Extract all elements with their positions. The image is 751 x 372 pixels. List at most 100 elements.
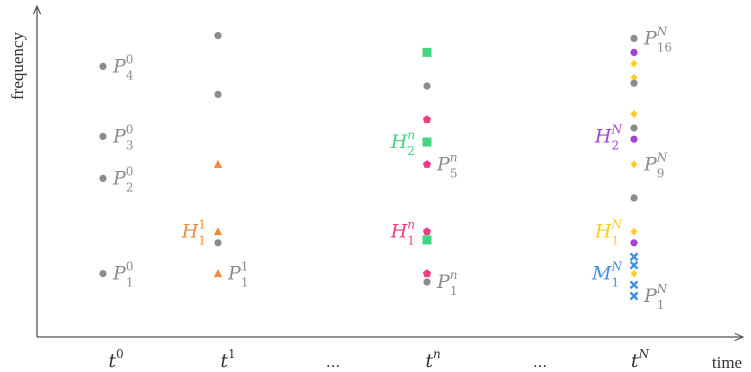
point-label: P0 1 [112,260,133,290]
y-axis-label: frequency [8,32,27,100]
circle-point-marker [423,82,431,90]
point-label-base: P [112,55,127,77]
circle-point-marker [630,124,638,132]
point-label: Pn 1 [436,268,458,298]
point-label-sup: 1 [241,260,249,274]
point-label-sub: 1 [241,276,249,290]
circle-point-marker [214,31,222,40]
point-label: PN 1 [643,282,668,312]
point-label-base: H [181,221,199,243]
point-label-sup: n [450,268,458,282]
point-label-base: P [643,285,658,307]
point-label-sub: 1 [198,234,206,248]
diamond-point-marker [630,73,638,82]
point-label-sup: N [656,282,668,296]
point-label-sub: 4 [126,68,134,82]
point-label-base: P [112,167,127,189]
point-label-sub: 3 [126,138,134,152]
x-axis-label: time [712,353,742,372]
point-label-base: H [390,221,408,243]
circle-point-marker [630,135,638,143]
point-label: HN 2 [594,122,623,152]
point-label-base: M [591,263,612,285]
circle-point-marker [630,194,638,202]
point-label: P0 3 [112,122,133,152]
square-point-marker [422,47,432,57]
axes: frequency time [8,7,742,372]
point-label-base: P [227,263,242,285]
x-tick-label: tN [631,347,650,372]
point-label-base: H [390,131,408,153]
x-tick-ellipsis: ... [326,353,340,371]
square-point-marker [422,235,432,245]
point-label-sup: n [407,128,415,142]
point-label-sup: n [450,150,458,164]
point-label-sup: N [611,122,623,136]
column-tn: Hn 2Pn 5Hn 1Pn 1 [390,47,458,298]
point-label-sub: 2 [612,138,620,152]
x-tick-sup: n [433,347,441,361]
point-label-sub: 1 [450,284,458,298]
x-tick-label: t1 [220,347,235,372]
diamond-point-marker [630,160,638,169]
point-label-base: P [112,125,127,147]
square-point-marker [422,137,432,147]
cross-point-marker [629,280,639,290]
point-label: P0 4 [112,52,134,82]
x-tick-labels: t0 t1... tn... tN [108,347,649,372]
x-tick-base: t [425,350,433,372]
point-label-base: P [436,153,451,175]
point-label-sub: 1 [612,276,620,290]
pentagon-point-marker [422,160,432,168]
point-label-sup: N [656,150,668,164]
circle-point-marker [99,62,107,70]
circle-point-marker [630,79,638,87]
x-tick-sup: 1 [228,347,236,361]
triangle-point-marker [213,269,223,278]
point-label-sup: N [611,218,623,232]
circle-point-marker [214,90,222,98]
column-t1: H1 1P1 1 [181,31,249,290]
x-tick-base: t [220,350,228,372]
point-label: PN 9 [643,150,668,180]
pentagon-point-marker [422,115,432,124]
point-label-base: H [594,125,612,147]
circle-point-marker [630,48,638,57]
triangle-point-marker [213,227,223,236]
point-label-sub: 16 [657,40,672,54]
point-label: Hn 1 [390,218,415,248]
point-label-base: H [594,221,612,243]
point-label-base: P [643,27,658,49]
point-label-sup: n [407,218,415,232]
x-tick-ellipsis: ... [533,353,547,371]
diamond-point-marker [630,110,638,118]
point-label-sub: 1 [407,234,415,248]
diamond-point-marker [630,269,638,278]
x-tick-sup: N [638,347,650,361]
circle-point-marker [99,132,107,140]
point-label-sub: 1 [612,234,620,248]
point-label: MN 1 [591,260,622,290]
x-tick-sup: 0 [116,347,124,361]
circle-point-marker [214,239,222,247]
cross-point-marker [629,291,639,301]
point-label-sub: 9 [657,166,665,180]
cross-point-marker [629,252,639,262]
point-label-sub: 2 [126,180,134,194]
circle-point-marker [99,174,107,182]
circle-point-marker [630,34,638,43]
point-label-sub: 2 [407,144,415,158]
point-label: Hn 2 [390,128,415,158]
diamond-point-marker [630,227,638,236]
point-label: HN 1 [594,218,623,248]
cross-point-marker [629,260,639,270]
circle-point-marker [630,239,638,247]
point-label: PN 16 [643,24,672,54]
pentagon-point-marker [422,227,432,236]
point-label-sub: 1 [126,276,134,290]
point-label: H1 1 [181,218,206,248]
x-tick-base: t [108,350,116,372]
point-label-base: P [436,271,451,293]
point-label-sup: 0 [126,260,134,274]
point-label-sub: 1 [657,298,665,312]
